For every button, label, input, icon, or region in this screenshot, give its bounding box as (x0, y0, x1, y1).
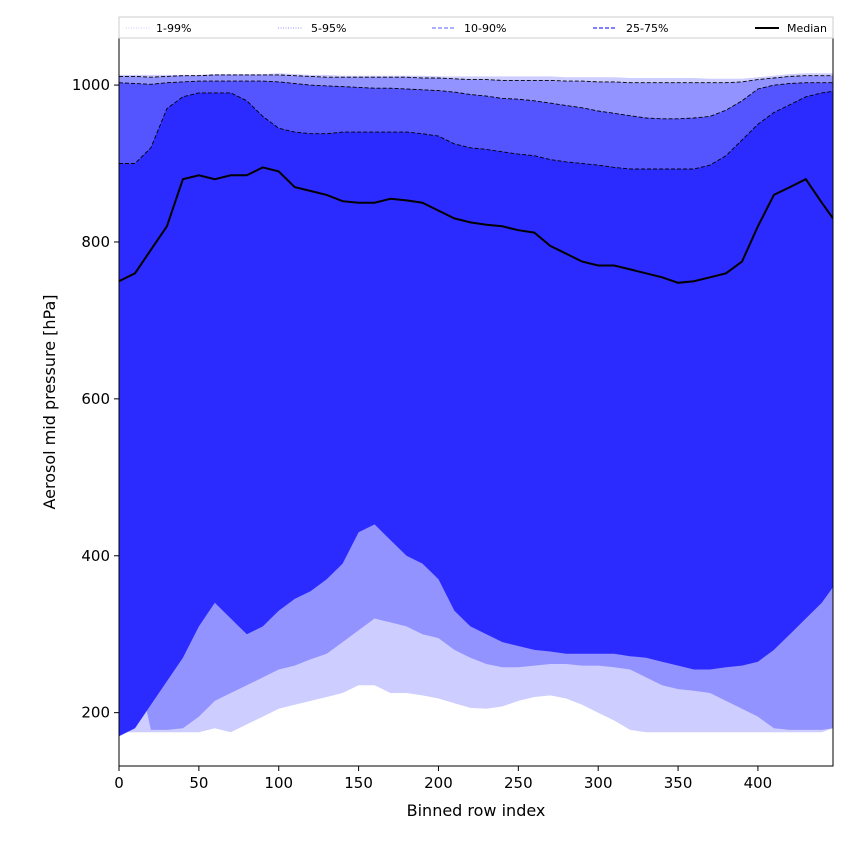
y-axis-title: Aerosol mid pressure [hPa] (40, 294, 59, 509)
legend-box (118, 16, 834, 39)
y-tick-label: 600 (81, 390, 110, 408)
x-tick-label: 0 (114, 774, 124, 792)
y-tick-label: 1000 (72, 76, 110, 94)
percentile-bands (119, 73, 833, 737)
band-25-75-upper-edge (119, 90, 833, 170)
x-tick-label: 150 (344, 774, 373, 792)
legend-label: 1-99% (156, 22, 191, 35)
x-tick-label: 400 (744, 774, 773, 792)
legend-label: 5-95% (311, 22, 346, 35)
x-axis-title: Binned row index (407, 801, 546, 820)
x-tick-label: 300 (584, 774, 613, 792)
x-tick-label: 250 (504, 774, 533, 792)
legend-label: 25-75% (626, 22, 668, 35)
x-tick-label: 100 (264, 774, 293, 792)
plot-area (118, 37, 834, 767)
x-tick-label: 200 (424, 774, 453, 792)
legend: 1-99% 5-95% 10-90% 25-75% Median (118, 16, 834, 39)
y-axis: 200 400 600 800 1000 (72, 76, 119, 722)
median-line (119, 166, 833, 284)
band-10-90-upper-edge (119, 80, 833, 120)
band-25-75-area (119, 91, 833, 737)
y-tick-label: 200 (81, 704, 110, 722)
x-tick-label: 50 (189, 774, 208, 792)
x-tick-label: 350 (664, 774, 693, 792)
median-layer (119, 166, 833, 284)
y-tick-label: 400 (81, 547, 110, 565)
legend-label: Median (787, 22, 827, 35)
y-tick-label: 800 (81, 233, 110, 251)
legend-label: 10-90% (464, 22, 506, 35)
x-axis: 0 50 100 150 200 250 300 350 400 (114, 766, 772, 792)
